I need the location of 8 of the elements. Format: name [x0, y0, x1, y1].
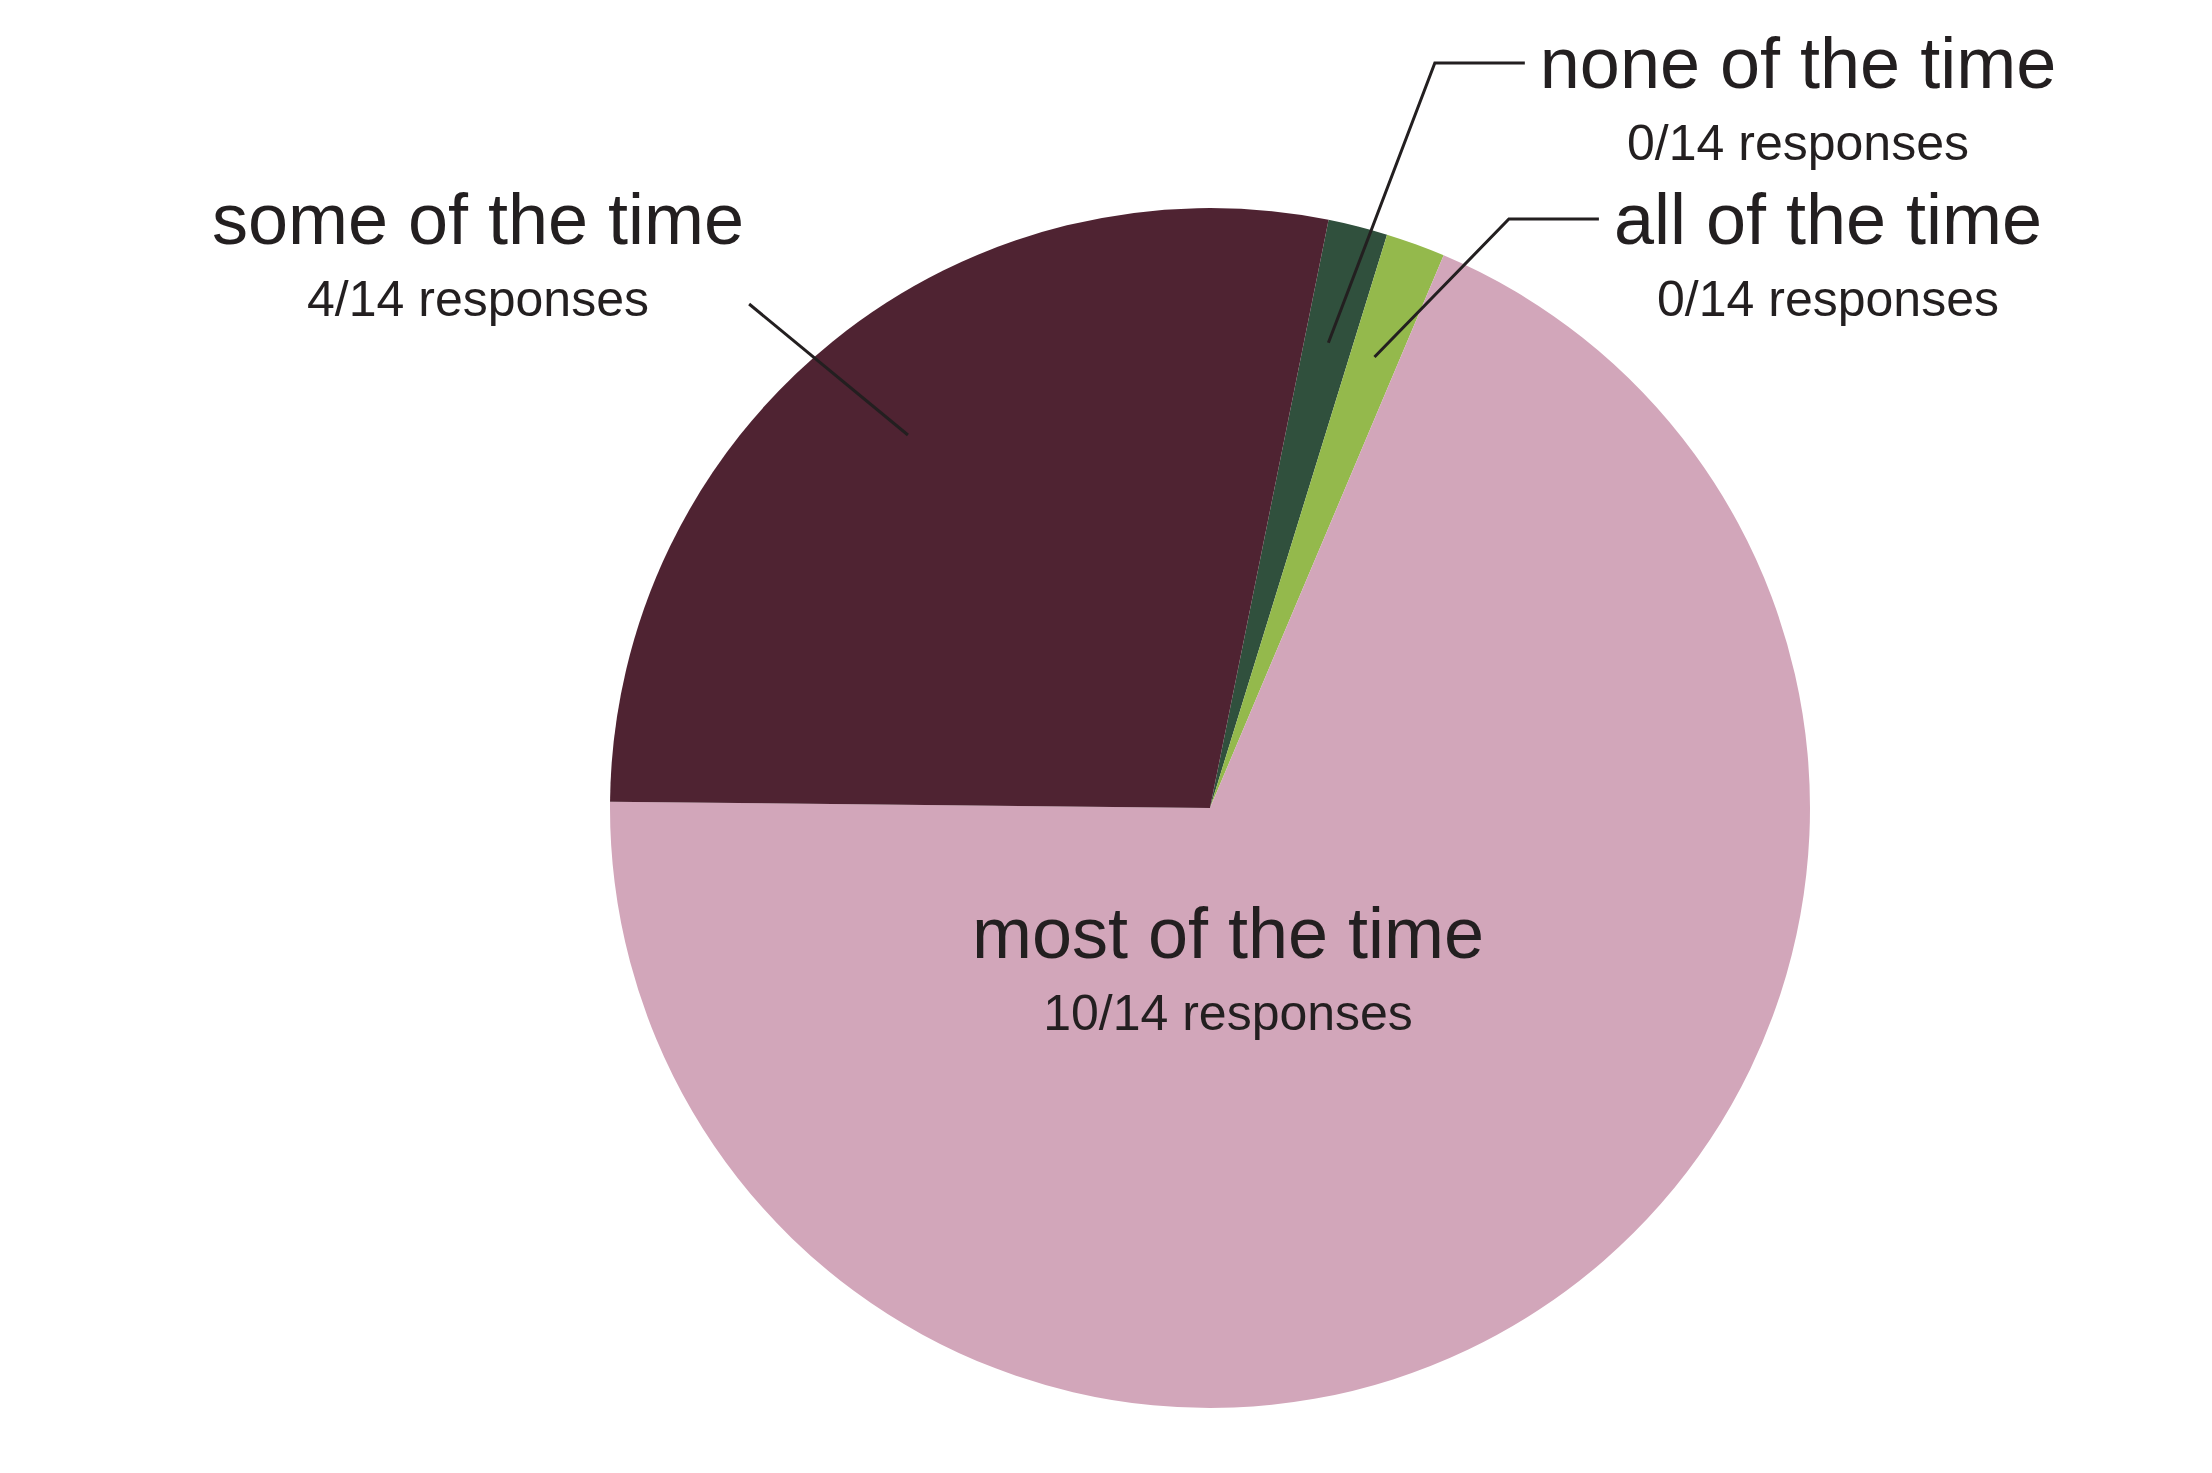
data-label: 0/14 responses [1627, 115, 1969, 171]
data-label: 4/14 responses [307, 271, 649, 327]
slice-label: some of the time [211, 179, 745, 259]
slice-label: all of the time [1613, 179, 2043, 259]
data-label: 0/14 responses [1657, 271, 1999, 327]
data-label: 10/14 responses [1043, 985, 1413, 1041]
slice-label: none of the time [1539, 23, 2057, 103]
slice-label: most of the time [971, 893, 1485, 973]
